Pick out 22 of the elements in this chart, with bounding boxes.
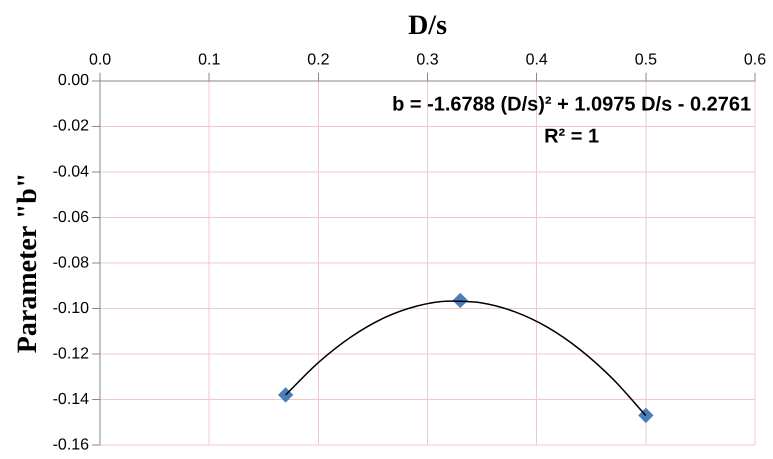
x-tick-label: 0.4 <box>526 52 548 69</box>
y-tick-label: -0.06 <box>52 208 90 226</box>
y-tick-label: 0.00 <box>58 72 90 90</box>
y-tick-label: -0.12 <box>52 345 90 362</box>
annotation: b = -1.6788 (D/s)² + 1.0975 D/s - 0.2761 <box>392 93 752 116</box>
y-tick-label: -0.04 <box>52 163 90 180</box>
y-tick-label: -0.16 <box>52 436 90 454</box>
x-tick-label: 0.6 <box>744 52 766 69</box>
x-tick-label: 0.2 <box>307 52 330 69</box>
x-axis-title: D/s <box>408 10 448 42</box>
x-tick-label: 0.5 <box>634 52 658 69</box>
x-tick-label: 0.3 <box>416 52 439 69</box>
point <box>278 387 294 402</box>
annotation: R² = 1 <box>544 125 600 148</box>
x-tick-label: 0.1 <box>198 52 220 69</box>
y-tick-label: -0.10 <box>52 300 90 317</box>
y-tick-label: -0.14 <box>52 390 90 408</box>
x-tick-label: 0.0 <box>88 52 112 69</box>
y-tick-label: -0.02 <box>52 118 90 135</box>
point <box>638 408 654 423</box>
y-axis-title: Parameter "b" <box>12 172 44 354</box>
y-tick-label: -0.08 <box>52 254 90 272</box>
